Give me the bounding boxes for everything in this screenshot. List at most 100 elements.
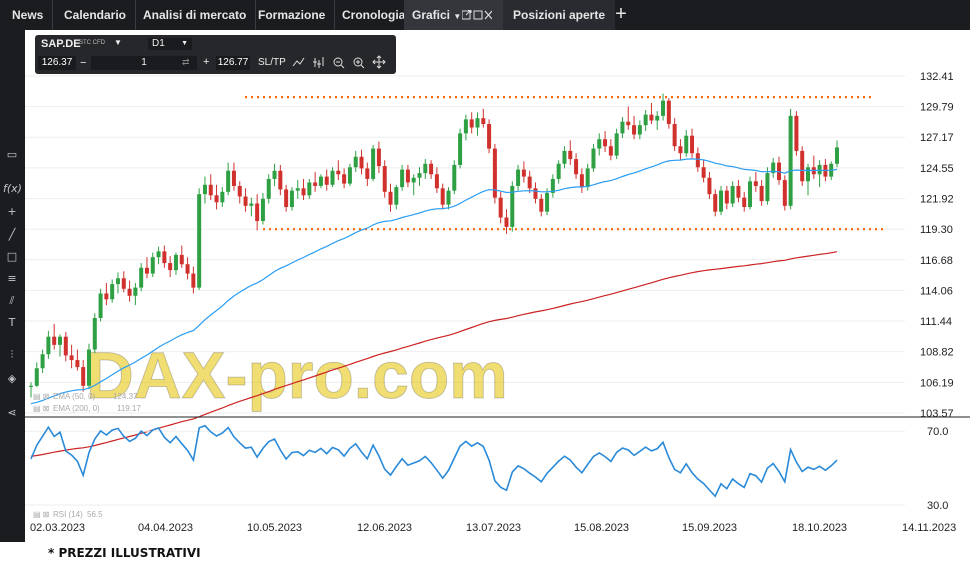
date-tick-label: 10.05.2023 [247,522,302,534]
price-tick-label: 116.68 [920,255,953,267]
fibonacci-icon[interactable]: ≡ [7,272,17,285]
candle-body [759,185,764,202]
candle-body [585,168,590,188]
candle-body [336,170,341,175]
date-tick-label: 15.09.2023 [682,522,737,534]
candle-body [504,217,509,227]
candle-body [52,336,57,345]
candle-body [603,139,608,147]
tab-posizioni-aperte[interactable]: Posizioni aperte [503,0,616,30]
zoom-in-icon[interactable] [353,57,365,69]
candle-body [527,176,532,189]
symbol-label[interactable]: SAP.DE [41,38,81,50]
rsi-pane: 70.0 30.0 [25,424,948,512]
candle-body [365,168,370,179]
candle-body [115,278,120,285]
move-icon[interactable] [372,55,386,69]
candle-body [104,293,109,300]
chart-type-icon[interactable]: ▭ [6,148,18,161]
share-icon[interactable]: ⋖ [7,406,17,419]
timeframe-value: D1 [152,38,165,49]
candle-body [434,174,439,189]
candle-body [150,257,155,274]
candle-body [347,167,352,184]
price-axis[interactable]: 132.41 129.79 127.17 124.55 121.92 119.30 116.… [920,71,954,420]
candle-body [533,188,538,199]
zoom-out-icon[interactable] [333,57,345,69]
text-icon[interactable]: T [8,316,16,329]
candle-body [782,180,787,206]
function-icon[interactable]: f(x) [3,182,22,195]
reset-icon[interactable]: ⇄ [182,57,190,67]
candle-body [632,125,637,135]
trade-toolbox: SAP.DE STC CFD ▼ D1 ▼ 126.37 − 1 ⇄ + 126… [35,35,396,74]
quantity-input[interactable]: 1 [91,56,197,70]
drawing-toolbar: ▭ f(x) + ╱ □ ≡ ⫽ T ⫶ ◈ ⋖ [0,30,25,542]
bar-chart-icon[interactable] [313,57,324,68]
timeframe-select[interactable]: D1 ▼ [148,38,192,50]
candle-body [678,146,683,154]
layers-icon[interactable]: ◈ [7,372,17,385]
candle-body [179,254,184,265]
buy-price-button[interactable]: 126.77 [216,56,250,70]
popout-icon[interactable] [462,10,472,20]
sell-price-button[interactable]: 126.37 [38,56,76,70]
chart-area[interactable]: DAX-pro.com 132.41 129.79 127.17 124.55 121.… [25,30,970,542]
candle-body [684,135,689,154]
time-axis[interactable]: 02.03.2023 04.04.2023 10.05.2023 12.06.2023… [30,522,956,534]
rectangle-icon[interactable]: □ [6,250,18,263]
candle-body [353,156,358,168]
legend-rsi-name: RSI (14) [53,510,83,519]
maximize-icon[interactable] [473,10,483,20]
increase-quantity-icon[interactable]: + [203,56,210,68]
indicators-icon[interactable]: ⫶ [10,348,14,361]
tab-formazione[interactable]: Formazione [258,0,336,30]
rsi-tick-label: 30.0 [927,500,948,512]
candle-body [487,124,492,149]
candle-body [579,174,584,188]
support-resistance-lines[interactable] [245,96,883,231]
candle-body [272,170,277,179]
trendline-icon[interactable]: ╱ [8,228,16,241]
candle-body [92,317,97,350]
candle-body [608,146,613,156]
tab-cronologia[interactable]: Cronologia [342,0,416,30]
candle-body [539,198,544,212]
candle-body [556,163,561,179]
watermark-text: DAX-pro.com [86,338,508,412]
decrease-quantity-icon[interactable]: − [80,57,87,69]
candle-body [260,198,265,222]
tab-calendario[interactable]: Calendario [64,0,137,30]
candle-body [313,182,318,186]
tab-grafici-label: Grafici [412,8,451,22]
tab-analisi-di-mercato[interactable]: Analisi di mercato [143,0,257,30]
candle-body [75,360,80,368]
candle-body [568,150,573,160]
footnote: * PREZZI ILLUSTRATIVI [48,546,201,560]
date-tick-label: 12.06.2023 [357,522,412,534]
channel-icon[interactable]: ⫽ [9,294,15,307]
candle-body [736,185,741,198]
tab-grafici[interactable]: Grafici ▼ [404,0,512,30]
symbol-dropdown-icon[interactable]: ▼ [114,38,122,47]
sltp-button[interactable]: SL/TP [258,57,286,68]
price-tick-label: 103.57 [920,408,954,420]
candle-body [255,203,260,222]
rsi-line [30,424,838,498]
legend-ema200-name: EMA (200, 0) [53,404,100,413]
chevron-down-icon[interactable]: ▼ [453,12,462,21]
add-tab-icon[interactable]: + [615,3,627,25]
candle-body [144,267,149,274]
tab-news[interactable]: News [12,0,54,30]
price-tick-label: 119.30 [920,224,953,236]
chart-canvas[interactable]: DAX-pro.com 132.41 129.79 127.17 124.55 121.… [25,30,970,542]
line-chart-icon[interactable] [292,57,305,67]
crosshair-icon[interactable]: + [7,205,17,218]
close-icon[interactable] [484,10,492,20]
candle-body [417,173,422,178]
window-controls [462,10,492,20]
price-tick-label: 132.41 [920,71,954,83]
ema-50-line [30,158,838,405]
candle-body [57,336,62,345]
price-tick-label: 108.82 [920,347,954,359]
